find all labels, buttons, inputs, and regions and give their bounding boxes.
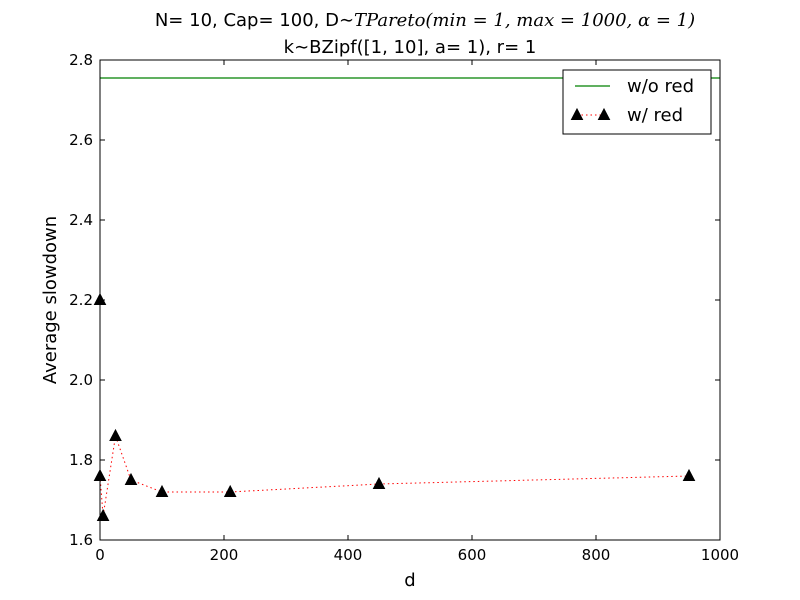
y-tick-label: 2.0 [69, 371, 93, 389]
chart-title-line2: k∼BZipf([1, 10], a= 1), r= 1 [284, 37, 537, 58]
legend-box [562, 69, 712, 135]
legend: w/o red w/ red [562, 69, 712, 135]
x-tick-label: 600 [458, 546, 487, 564]
data-point-w-red [124, 472, 138, 485]
x-tick-label: 400 [334, 546, 363, 564]
x-tick-label: 800 [582, 546, 611, 564]
x-axis: 0 200 400 600 800 1000 [95, 60, 739, 564]
data-point-w-red [155, 484, 169, 497]
y-axis-label: Average slowdown [40, 216, 61, 384]
y-tick-label: 2.6 [69, 131, 93, 149]
x-tick-label: 200 [210, 546, 239, 564]
legend-label-wo-red: w/o red [627, 76, 694, 97]
x-tick-label: 0 [95, 546, 105, 564]
chart-title-line1: N= 10, Cap= 100, D∼TPareto(min = 1, max … [155, 10, 695, 31]
y-axis: 1.6 1.8 2.0 2.2 2.4 2.6 2.8 [69, 51, 720, 549]
y-tick-label: 2.4 [69, 211, 93, 229]
y-tick-label: 2.2 [69, 291, 93, 309]
data-point-w-red [682, 468, 696, 481]
chart-title-line1-math: ∼TPareto(min = 1, max = 1000, α = 1) [339, 10, 695, 31]
series-line-w-red [99, 300, 690, 517]
legend-marker-w-red-1 [570, 107, 584, 120]
plot-area [93, 77, 720, 521]
data-point-w-red [109, 428, 122, 441]
chart-title-line1-prefix: N= 10, Cap= 100, D [155, 10, 339, 31]
legend-label-w-red: w/ red [627, 105, 683, 126]
legend-marker-w-red-2 [597, 107, 611, 120]
x-axis-label: d [404, 570, 415, 591]
y-tick-label: 1.6 [69, 531, 93, 549]
x-tick-label: 1000 [701, 546, 739, 564]
data-point-w-red [223, 484, 237, 497]
data-point-w-red [372, 476, 386, 489]
y-tick-label: 1.8 [69, 451, 93, 469]
y-tick-label: 2.8 [69, 51, 93, 69]
